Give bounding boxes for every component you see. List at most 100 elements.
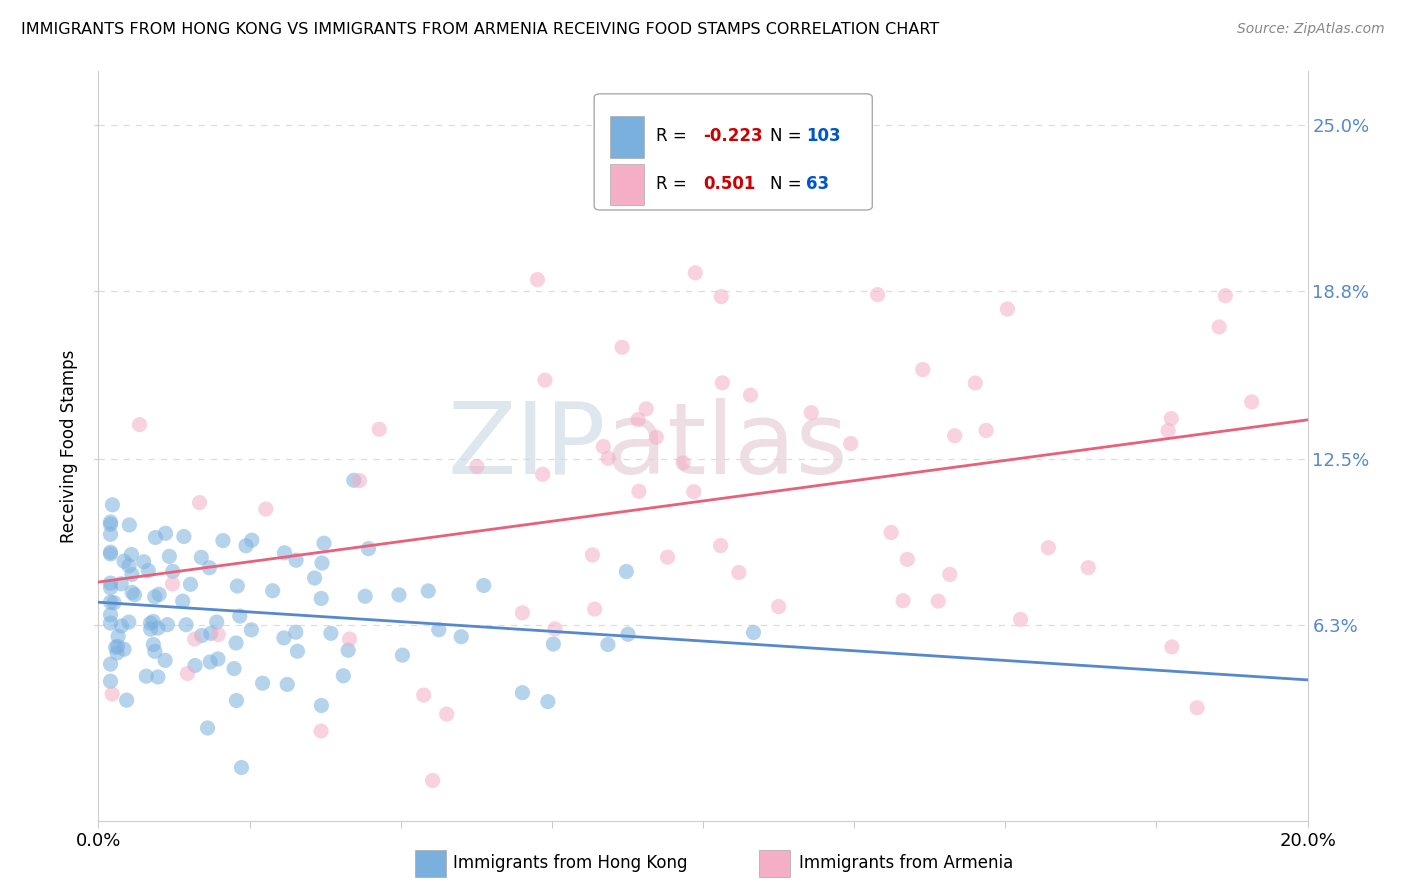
Point xyxy=(103,596,125,610)
Point xyxy=(162,577,184,591)
Point xyxy=(927,594,949,608)
Point xyxy=(101,498,124,512)
Text: R =: R = xyxy=(655,175,692,193)
Point xyxy=(200,655,222,669)
Point xyxy=(173,530,195,544)
Point xyxy=(118,518,141,533)
Point xyxy=(543,637,565,651)
Point xyxy=(368,422,391,436)
Text: -0.223: -0.223 xyxy=(703,127,762,145)
Text: Immigrants from Armenia: Immigrants from Armenia xyxy=(799,855,1012,872)
Point xyxy=(153,653,176,667)
Point xyxy=(896,552,918,566)
Point xyxy=(598,451,620,466)
Point xyxy=(112,554,135,568)
Point xyxy=(124,588,146,602)
Text: IMMIGRANTS FROM HONG KONG VS IMMIGRANTS FROM ARMENIA RECEIVING FOOD STAMPS CORRE: IMMIGRANTS FROM HONG KONG VS IMMIGRANTS … xyxy=(21,22,939,37)
Point xyxy=(512,686,534,700)
Point xyxy=(146,670,169,684)
Point xyxy=(100,595,122,609)
Point xyxy=(311,556,333,570)
Point xyxy=(436,707,458,722)
Point xyxy=(100,545,122,559)
Point xyxy=(997,301,1019,316)
Point xyxy=(143,644,166,658)
Point xyxy=(343,473,366,487)
Point xyxy=(1157,424,1180,438)
Point xyxy=(229,609,252,624)
Point xyxy=(100,674,122,689)
Point xyxy=(136,564,159,578)
Point xyxy=(100,547,122,561)
Point xyxy=(354,589,377,603)
Point xyxy=(222,662,245,676)
Point xyxy=(839,436,862,450)
Point xyxy=(143,590,166,604)
Point xyxy=(1240,395,1263,409)
Point xyxy=(311,698,333,713)
Point xyxy=(357,541,380,556)
Point xyxy=(284,625,307,640)
Point xyxy=(198,560,221,574)
Point xyxy=(682,484,704,499)
Point xyxy=(115,693,138,707)
Point xyxy=(121,585,143,599)
Point xyxy=(188,495,211,509)
Point xyxy=(349,474,371,488)
Text: 103: 103 xyxy=(806,127,841,145)
Point xyxy=(226,579,249,593)
Point xyxy=(617,627,640,641)
Point xyxy=(100,576,122,591)
Point xyxy=(142,615,165,629)
FancyBboxPatch shape xyxy=(610,116,644,158)
Point xyxy=(531,467,554,482)
Point xyxy=(184,658,207,673)
Point xyxy=(768,599,790,614)
Point xyxy=(1160,411,1182,425)
Text: atlas: atlas xyxy=(606,398,848,494)
Point xyxy=(100,527,122,541)
Point xyxy=(526,272,548,286)
Point xyxy=(100,517,122,532)
Point xyxy=(627,484,650,499)
Point xyxy=(1185,700,1208,714)
Point xyxy=(132,555,155,569)
Point xyxy=(212,533,235,548)
Point xyxy=(627,412,650,426)
Point xyxy=(121,567,143,582)
Point xyxy=(100,616,122,631)
Point xyxy=(427,623,450,637)
Point xyxy=(146,621,169,635)
Point xyxy=(100,657,122,672)
Point xyxy=(139,622,162,636)
Point xyxy=(800,406,823,420)
Point xyxy=(155,526,177,541)
Text: 0.501: 0.501 xyxy=(703,175,755,193)
Point xyxy=(200,626,222,640)
Point xyxy=(104,640,127,655)
Point xyxy=(1208,319,1230,334)
FancyBboxPatch shape xyxy=(610,164,644,205)
Point xyxy=(101,687,124,701)
Point xyxy=(207,627,229,641)
Point xyxy=(110,619,132,633)
Point xyxy=(939,567,962,582)
Point xyxy=(727,566,749,580)
Point xyxy=(465,459,488,474)
Point xyxy=(179,577,201,591)
Point xyxy=(614,565,637,579)
Point xyxy=(740,388,762,402)
Point xyxy=(581,548,603,562)
Point xyxy=(710,290,733,304)
Point xyxy=(139,616,162,631)
Point xyxy=(162,565,184,579)
Point xyxy=(337,643,360,657)
Point xyxy=(100,607,122,622)
Point xyxy=(183,632,205,647)
Point xyxy=(105,646,128,660)
Point xyxy=(174,617,197,632)
Point xyxy=(880,525,903,540)
Point xyxy=(339,632,361,646)
Point xyxy=(190,628,212,642)
Point xyxy=(107,629,129,643)
